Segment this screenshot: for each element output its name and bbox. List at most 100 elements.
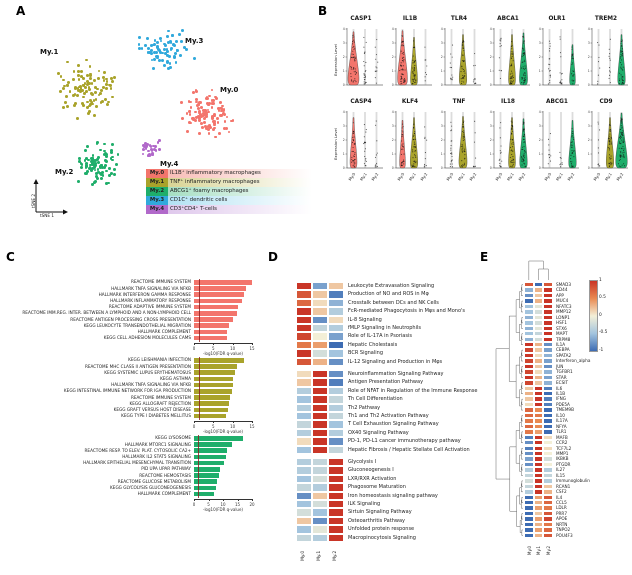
- bar-label: REACTOME IMMUNE SYSTEM: [130, 394, 191, 400]
- heatmap-cell: [524, 440, 534, 446]
- heatmap-cell: [533, 336, 544, 342]
- axis-tick: [208, 499, 210, 502]
- heatmap-cell: [533, 472, 544, 479]
- heatmap-cell: [296, 307, 312, 316]
- tsne-point: [201, 113, 205, 117]
- tsne-point: [91, 183, 95, 186]
- heatmap-cell: [296, 340, 312, 350]
- tsne-point: [153, 58, 157, 62]
- tsne-point: [190, 116, 194, 120]
- svg-text:4: 4: [343, 110, 345, 114]
- axis-tick-label: 5: [212, 423, 215, 429]
- violin-subplot: CD9 0 1 2 3 4 My.0 My.1 My.2: [583, 99, 629, 191]
- pathway-row-label: FcR-mediated Phagocytosis in Mφs and Mon…: [348, 308, 466, 315]
- legend-cluster-tag: My.3: [146, 195, 168, 205]
- heatmap-cell: [524, 418, 534, 424]
- gene-row-label: IL1B: [556, 391, 566, 396]
- gene-row-label: SMAD3: [556, 282, 572, 287]
- heatmap-cell: [533, 532, 544, 539]
- tsne-point: [197, 101, 201, 105]
- heatmap-cell: [312, 340, 328, 350]
- tsne-point: [72, 69, 76, 73]
- tsne-axes-icon: [33, 179, 68, 215]
- tsne-point: [213, 126, 216, 130]
- heatmap-cell: [296, 395, 312, 404]
- tsne-point: [197, 119, 201, 123]
- svg-text:1: 1: [490, 69, 492, 73]
- heatmap-cell: [533, 440, 544, 446]
- tsne-point: [222, 127, 226, 130]
- tsne-point: [167, 55, 171, 58]
- gene-row-label: IL17A: [556, 418, 568, 424]
- tsne-point: [83, 91, 87, 95]
- heatmap-cell: [533, 298, 544, 304]
- gene-title: IL18: [501, 99, 515, 105]
- tsne-point: [205, 111, 209, 115]
- heatmap-cell: [543, 489, 554, 495]
- violin-subplot: CASP1 0 1 2 3 4: [338, 16, 384, 94]
- svg-text:1: 1: [441, 69, 443, 73]
- tsne-point: [102, 153, 106, 157]
- gene-row-label: CCL5: [556, 500, 567, 505]
- heatmap-cell: [312, 474, 328, 484]
- colorbar-tick: -0.5: [599, 330, 608, 335]
- heatmap-cell: [543, 303, 554, 310]
- violin-svg: 0 1 2 3 4 My.0 My.1 My.2: [490, 110, 530, 182]
- tsne-point: [94, 174, 98, 178]
- svg-text:4: 4: [343, 27, 345, 31]
- tsne-point: [101, 174, 105, 178]
- tsne-point: [93, 113, 96, 117]
- svg-text:3: 3: [490, 124, 492, 128]
- heatmap-cell: [312, 445, 328, 454]
- bar: [194, 323, 229, 328]
- bar-label: HALLMARK MTORC1 SIGNALING: [124, 441, 191, 447]
- tsne-point: [221, 109, 225, 113]
- svg-text:1: 1: [539, 152, 541, 156]
- heatmap-cell: [328, 307, 344, 316]
- gene-row-label: RCAN1: [556, 483, 571, 489]
- gene-row-label: TRPM8: [556, 336, 571, 342]
- legend-cluster-desc: IL1B⁺ inflammatory macrophages: [168, 169, 312, 178]
- tsne-point: [216, 121, 220, 125]
- svg-text:My.1: My.1: [555, 171, 564, 181]
- heatmap-cell: [533, 391, 544, 397]
- bar: [194, 413, 226, 419]
- axis-tick: [252, 499, 253, 502]
- heatmap-cell: [524, 456, 534, 462]
- tsne-point: [114, 163, 118, 166]
- svg-text:0: 0: [539, 83, 541, 87]
- heatmap-cell: [328, 340, 344, 350]
- heatmap-cell: [312, 395, 328, 404]
- gene-row-label: TCF7L2: [556, 445, 572, 451]
- tsne-point: [198, 109, 202, 113]
- tsne-point: [188, 120, 192, 124]
- tsne-point: [57, 71, 61, 75]
- bar-x-axis-title: -log10(FDR q-value): [203, 428, 243, 434]
- heatmap-cell: [543, 467, 554, 473]
- heatmap-cell: [543, 298, 554, 304]
- svg-text:0: 0: [539, 166, 541, 170]
- heatmap-cell: [328, 491, 344, 500]
- svg-text:3: 3: [343, 124, 345, 128]
- tsne-point: [93, 78, 96, 82]
- heatmap-cell: [543, 396, 554, 402]
- bar: [194, 292, 245, 297]
- svg-text:4: 4: [441, 110, 443, 114]
- violin-subplot: OLR1 0 1 2 3 4: [534, 16, 580, 94]
- tsne-point: [86, 170, 90, 173]
- violin-svg: 0 1 2 3 4: [588, 27, 628, 87]
- pathway-row-label: Production of NO and ROS in Mφ: [348, 291, 429, 298]
- heatmap-cell: [524, 450, 534, 457]
- gene-row-label: CCR2: [556, 440, 568, 446]
- tsne-point: [93, 162, 97, 166]
- pathway-row-label: Hepatic Cholestasis: [348, 341, 398, 348]
- svg-text:My.1: My.1: [408, 171, 417, 181]
- tsne-point: [95, 142, 99, 146]
- heatmap-cell: [296, 357, 312, 366]
- bar-x-axis-title: -log10(FDR q-value): [203, 506, 243, 512]
- violin-subplot: ABCA1 0 1 2 3 4: [485, 16, 531, 94]
- tsne-point: [166, 54, 170, 58]
- gene-row-label: TGFBR1: [556, 369, 573, 375]
- svg-text:My.2: My.2: [468, 171, 477, 181]
- tsne-point: [195, 103, 199, 107]
